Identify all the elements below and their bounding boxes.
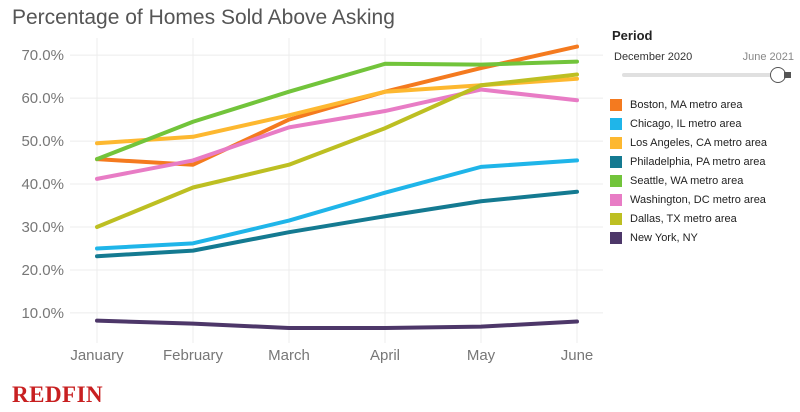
legend-item[interactable]: Dallas, TX metro area	[610, 209, 796, 228]
legend: Boston, MA metro area Chicago, IL metro a…	[610, 95, 796, 247]
legend-item[interactable]: Los Angeles, CA metro area	[610, 133, 796, 152]
x-tick-label: January	[70, 347, 124, 364]
legend-item[interactable]: Washington, DC metro area	[610, 190, 796, 209]
legend-swatch	[610, 117, 622, 130]
legend-label: New York, NY	[630, 231, 698, 244]
legend-item[interactable]: Seattle, WA metro area	[610, 171, 796, 190]
series-line[interactable]	[95, 59, 579, 162]
y-tick-label: 20.0%	[21, 262, 64, 279]
chart-title: Percentage of Homes Sold Above Asking	[12, 6, 395, 29]
y-tick-label: 10.0%	[21, 305, 64, 322]
period-slider[interactable]	[622, 67, 791, 83]
period-end: June 2021	[742, 51, 794, 63]
legend-swatch	[610, 136, 622, 149]
period-start: December 2020	[614, 51, 693, 63]
x-tick-label: April	[370, 347, 400, 364]
y-tick-label: 30.0%	[21, 219, 64, 236]
series-line[interactable]	[95, 158, 579, 251]
legend-swatch	[610, 212, 622, 225]
legend-label: Washington, DC metro area	[630, 193, 766, 206]
period-range-labels: December 2020 June 2021	[610, 51, 796, 65]
legend-item[interactable]: Boston, MA metro area	[610, 95, 796, 114]
y-tick-label: 70.0%	[21, 47, 64, 64]
legend-swatch	[610, 98, 622, 111]
side-panel: Period December 2020 June 2021 Boston, M…	[610, 28, 796, 247]
legend-label: Los Angeles, CA metro area	[630, 136, 767, 149]
y-tick-label: 50.0%	[21, 133, 64, 150]
period-label: Period	[612, 28, 653, 43]
legend-swatch	[610, 155, 622, 168]
x-tick-label: March	[268, 347, 310, 364]
legend-swatch	[610, 231, 622, 244]
y-axis-ticks: 10.0% 20.0% 30.0% 40.0% 50.0% 60.0% 70.0%	[21, 47, 64, 322]
legend-item[interactable]: Philadelphia, PA metro area	[610, 152, 796, 171]
series-line[interactable]	[95, 87, 579, 181]
x-tick-label: February	[163, 347, 224, 364]
period-slider-handle[interactable]	[770, 67, 791, 83]
series-line[interactable]	[95, 76, 579, 146]
legend-label: Dallas, TX metro area	[630, 212, 737, 225]
legend-label: Chicago, IL metro area	[630, 117, 742, 130]
legend-label: Seattle, WA metro area	[630, 174, 744, 187]
x-tick-label: May	[467, 347, 496, 364]
x-axis-ticks: January February March April May June	[70, 347, 593, 364]
legend-label: Philadelphia, PA metro area	[630, 155, 766, 168]
y-tick-label: 60.0%	[21, 90, 64, 107]
x-tick-label: June	[561, 347, 594, 364]
series-line[interactable]	[95, 318, 579, 330]
legend-swatch	[610, 174, 622, 187]
series-line[interactable]	[95, 72, 579, 230]
y-tick-label: 40.0%	[21, 176, 64, 193]
legend-label: Boston, MA metro area	[630, 98, 743, 111]
redfin-logo: REDFIN	[12, 382, 104, 407]
legend-item[interactable]: New York, NY	[610, 228, 796, 247]
series-lines	[95, 44, 579, 330]
series-line[interactable]	[95, 189, 579, 259]
legend-swatch	[610, 193, 622, 206]
legend-item[interactable]: Chicago, IL metro area	[610, 114, 796, 133]
